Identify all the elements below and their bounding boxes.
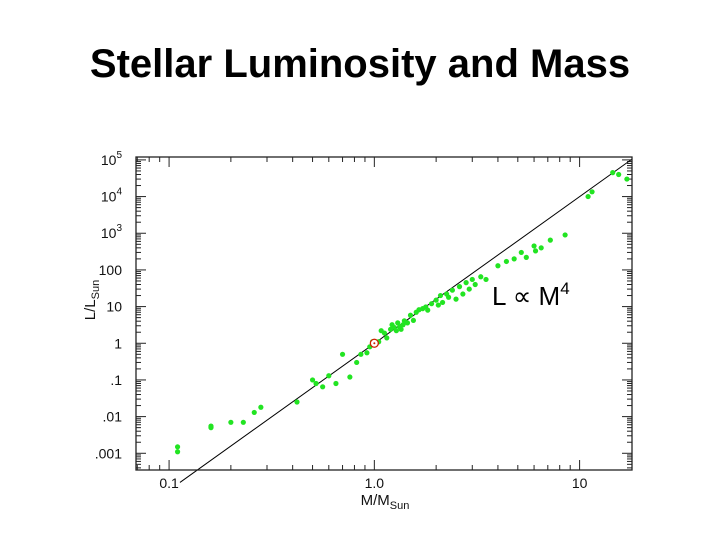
data-point — [547, 237, 553, 243]
data-point — [523, 254, 529, 260]
data-points — [174, 170, 630, 455]
data-point — [364, 350, 370, 356]
data-point — [309, 377, 316, 383]
data-point — [610, 170, 616, 176]
slide-title: Stellar Luminosity and Mass — [89, 42, 631, 86]
data-point — [433, 297, 439, 303]
y-tick-label: .001 — [95, 445, 122, 461]
data-point — [381, 330, 388, 336]
plot-frame — [135, 156, 633, 471]
data-point — [240, 419, 246, 425]
sun-marker-dot — [373, 342, 376, 345]
data-point — [449, 287, 455, 293]
y-tick-label: 1 — [114, 335, 122, 351]
data-point — [313, 380, 319, 387]
data-point — [258, 404, 264, 410]
data-point — [347, 374, 353, 380]
data-point — [453, 296, 459, 302]
data-point — [425, 307, 431, 313]
data-point — [437, 292, 444, 299]
tick-labels: 0.1 1.0 10 .001 .01 .1 1 10 100 103 104 105 — [95, 150, 588, 491]
data-point — [445, 294, 452, 300]
y-tick-label: 10 — [106, 299, 122, 315]
data-point — [472, 281, 478, 288]
data-point — [174, 449, 181, 455]
data-point — [585, 193, 591, 200]
x-tick-label: 10 — [572, 475, 588, 491]
x-tick-label: 1.0 — [365, 475, 385, 491]
data-point — [333, 380, 339, 387]
y-tick-label: .1 — [110, 372, 122, 388]
data-point — [511, 256, 517, 262]
data-point — [393, 328, 399, 334]
data-point — [589, 189, 595, 195]
data-point — [538, 245, 544, 251]
data-point — [624, 176, 630, 182]
data-point — [518, 249, 524, 256]
data-point — [466, 286, 472, 292]
data-point — [460, 291, 466, 297]
y-tick-label: .01 — [103, 409, 123, 425]
data-point — [354, 359, 360, 366]
data-point — [384, 335, 390, 341]
data-point — [228, 419, 234, 425]
data-point — [358, 351, 364, 357]
x-tick-label: 0.1 — [159, 475, 179, 491]
data-point — [435, 302, 441, 308]
data-point — [326, 373, 332, 379]
data-point — [469, 276, 475, 283]
data-point — [400, 322, 406, 328]
data-point — [531, 243, 537, 249]
data-point — [503, 258, 510, 265]
data-point — [395, 320, 401, 326]
data-point — [294, 399, 300, 405]
data-point — [463, 280, 469, 286]
y-tick-label: 100 — [99, 262, 123, 278]
y-tick-label: 105 — [101, 150, 123, 168]
y-tick-label: 103 — [101, 223, 123, 241]
data-point — [320, 384, 326, 390]
data-point — [407, 312, 414, 318]
data-point — [562, 232, 568, 238]
data-point — [478, 274, 484, 280]
y-axis-title: L/LSun — [82, 280, 102, 320]
tick-marks — [136, 157, 632, 470]
data-point — [532, 248, 539, 254]
data-point — [398, 326, 404, 332]
data-point — [404, 320, 411, 326]
data-point — [483, 276, 489, 283]
data-point — [174, 444, 181, 450]
proportionality-annotation: L ∝ M4 — [492, 279, 570, 311]
data-point — [439, 299, 446, 306]
data-point — [251, 409, 257, 416]
data-point — [339, 351, 346, 357]
data-point — [495, 263, 501, 269]
data-point — [410, 317, 417, 324]
y-tick-label: 104 — [101, 187, 123, 205]
data-point — [616, 171, 622, 178]
sun-marker — [369, 338, 379, 348]
data-point — [456, 284, 463, 290]
data-point — [428, 301, 435, 307]
x-axis-title: M/MSun — [361, 492, 410, 512]
data-point — [208, 425, 214, 431]
